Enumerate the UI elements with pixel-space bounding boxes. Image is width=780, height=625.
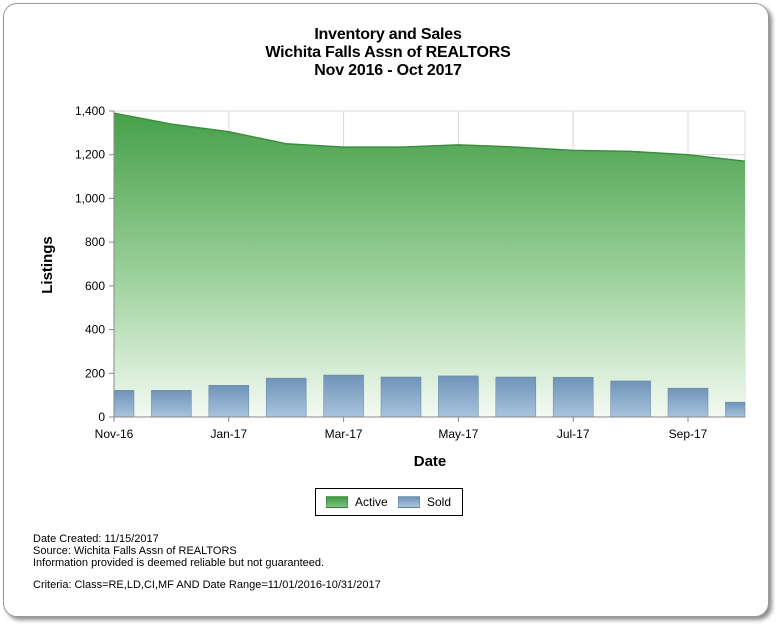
y-tick-label: 200 <box>85 366 105 380</box>
sold-bar <box>380 376 422 418</box>
sold-bar <box>667 387 709 418</box>
sold-bar <box>495 376 537 418</box>
y-tick-label: 0 <box>98 410 105 424</box>
y-tick-label: 1,000 <box>75 191 105 205</box>
title-line-1: Inventory and Sales <box>314 26 462 43</box>
footer-disclaimer: Information provided is deemed reliable … <box>33 557 325 569</box>
x-tick-label: Jan-17 <box>210 427 247 441</box>
sold-bar <box>552 376 594 418</box>
sold-bar <box>113 390 135 418</box>
y-tick-label: 1,400 <box>75 104 105 118</box>
legend-swatch-active <box>326 496 348 508</box>
x-tick-label: Jul-17 <box>557 427 590 441</box>
legend-label-sold: Sold <box>427 495 452 509</box>
series-active-area <box>114 113 745 417</box>
sold-bar <box>323 374 364 418</box>
sold-bar <box>151 390 192 418</box>
x-tick-label: Nov-16 <box>95 427 134 441</box>
legend-label-active: Active <box>355 495 388 509</box>
footer-criteria: Criteria: Class=RE,LD,CI,MF AND Date Ran… <box>33 579 381 591</box>
x-tick-label: Sep-17 <box>669 427 708 441</box>
y-axis-label: Listings <box>39 236 56 294</box>
sold-bar <box>265 377 307 418</box>
y-tick-label: 1,200 <box>75 148 105 162</box>
x-tick-label: May-17 <box>438 427 478 441</box>
sold-bar <box>208 385 250 418</box>
title-line-2: Wichita Falls Assn of REALTORS <box>265 44 511 61</box>
chart-footer: Date Created: 11/15/2017 Source: Wichita… <box>33 533 381 591</box>
title-line-3: Nov 2016 - Oct 2017 <box>314 62 462 79</box>
series-active-line <box>113 112 746 163</box>
footer-date-created: Date Created: 11/15/2017 <box>33 533 159 545</box>
x-axis-label: Date <box>414 453 447 470</box>
y-tick-label: 600 <box>85 279 105 293</box>
legend-item-sold: Sold <box>398 495 451 509</box>
legend-swatch-sold <box>398 496 420 508</box>
sold-bar <box>610 380 651 418</box>
y-tick-label: 800 <box>85 235 105 249</box>
sold-bar <box>438 375 479 418</box>
chart-title: Inventory and Sales Wichita Falls Assn o… <box>0 26 776 80</box>
footer-source: Source: Wichita Falls Assn of REALTORS <box>33 545 237 557</box>
legend-item-active: Active <box>326 495 388 509</box>
x-tick-label: Mar-17 <box>325 427 363 441</box>
y-tick-label: 400 <box>85 323 105 337</box>
chart-legend: Active Sold <box>315 488 463 516</box>
sold-bar <box>725 401 746 418</box>
